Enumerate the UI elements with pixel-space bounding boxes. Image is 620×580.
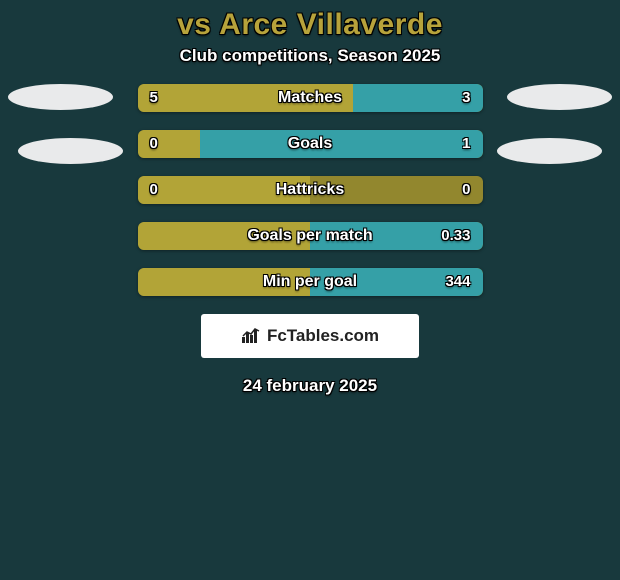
team-right-badge-1	[507, 84, 612, 110]
stat-label: Hattricks	[138, 176, 483, 204]
stat-label: Goals per match	[138, 222, 483, 250]
stat-row: 0Goals1	[138, 130, 483, 158]
stat-label: Matches	[138, 84, 483, 112]
attribution-box[interactable]: FcTables.com	[201, 314, 419, 358]
attribution-text: FcTables.com	[267, 326, 379, 346]
stat-value-right: 3	[462, 84, 470, 112]
stat-row: Min per goal344	[138, 268, 483, 296]
team-left-badge-2	[18, 138, 123, 164]
stats-area: 5Matches30Goals10Hattricks0Goals per mat…	[0, 84, 620, 296]
stat-value-right: 0	[462, 176, 470, 204]
footer-date: 24 february 2025	[0, 358, 620, 396]
comparison-card: vs Arce Villaverde Club competitions, Se…	[0, 0, 620, 580]
team-left-badge-1	[8, 84, 113, 110]
page-subtitle: Club competitions, Season 2025	[0, 46, 620, 84]
stat-row: 0Hattricks0	[138, 176, 483, 204]
page-title: vs Arce Villaverde	[0, 0, 620, 46]
team-right-badge-2	[497, 138, 602, 164]
stat-label: Min per goal	[138, 268, 483, 296]
stat-value-right: 1	[462, 130, 470, 158]
stat-label: Goals	[138, 130, 483, 158]
stat-row: 5Matches3	[138, 84, 483, 112]
stat-row: Goals per match0.33	[138, 222, 483, 250]
stat-value-right: 344	[445, 268, 470, 296]
chart-icon	[241, 327, 263, 345]
stat-value-right: 0.33	[441, 222, 470, 250]
